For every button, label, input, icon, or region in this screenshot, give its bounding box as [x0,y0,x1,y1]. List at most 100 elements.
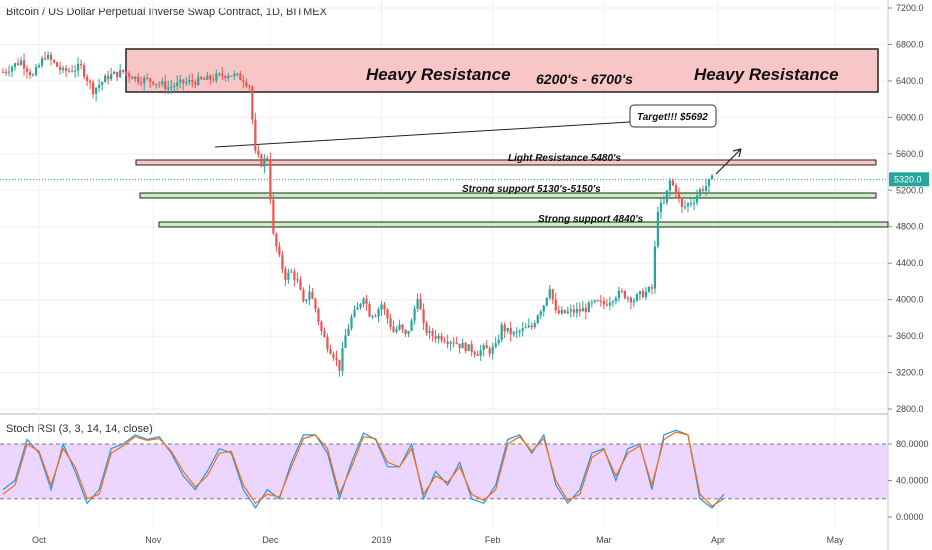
candle-body [137,76,140,83]
candle-body [437,335,440,339]
candle-body [302,289,305,302]
candle-body [209,75,212,80]
candle-body [185,81,188,84]
candle-body [16,63,20,65]
candle-body [176,82,179,87]
candle-body [587,302,590,313]
candle-body [350,316,353,329]
candle-body [55,62,59,67]
candle-body [326,337,329,350]
candle-body [611,301,614,303]
candle-body [383,304,386,310]
candle-body [407,331,410,334]
candle-body [161,81,164,84]
candle-body [629,297,632,303]
candle-body [431,330,434,336]
candle-body [626,297,629,299]
candle-body [131,76,134,80]
candle-body [602,300,605,305]
candle-body [485,345,488,349]
candle-body [89,80,92,83]
candle-body [395,329,398,332]
candle-body [52,60,56,63]
candle-body [413,308,416,321]
y-tick-label: 7200.0 [896,3,924,13]
candle-body [92,82,95,95]
x-tick-label: Nov [145,535,162,545]
candle-body [242,80,245,83]
candle-body [569,309,572,312]
candle-body [500,324,503,340]
candle-body [548,289,551,298]
candle-body [263,158,266,167]
candle-body [506,327,509,332]
candle-body [557,310,560,314]
candle-body [119,69,122,78]
rsi-tick-label: 80.0000 [896,439,929,449]
candle-body [338,359,341,371]
projection-arrow [715,148,742,175]
candle-body [539,311,542,316]
rsi-tick-label: 0.0000 [896,512,924,522]
x-tick-label: Feb [485,535,501,545]
candle-body [164,81,167,90]
candle-body [233,73,236,77]
y-tick-label: 3600.0 [896,331,924,341]
candle-body [230,75,233,77]
candle-body [341,347,344,371]
candle-body [482,345,485,351]
candle-body [290,271,293,273]
candle-body [293,271,296,280]
candle-body [4,71,8,73]
candle-body [476,354,479,356]
candle-body [356,307,359,310]
candle-body [13,63,17,68]
candle-body [710,175,714,179]
candle-body [689,203,693,205]
candle-body [443,340,446,342]
candle-body [61,68,65,70]
candle-body [218,73,221,75]
candle-body [488,348,491,354]
candle-body [518,331,521,333]
candle-body [608,302,611,306]
candle-body [22,60,26,69]
candle-body [434,335,437,339]
candle-body [158,83,161,85]
candle-body [551,289,554,300]
candle-body [215,73,218,81]
candle-body [467,344,470,351]
candle-body [260,154,263,167]
rsi-axis: 80.0000 40.0000 0.0000 [888,439,929,522]
candle-body [377,309,380,317]
candle-body [590,301,593,303]
candle-body [64,68,68,72]
strong-support-label-2: Strong support 4840's [538,214,644,225]
candle-body [77,64,80,71]
candle-body [227,75,230,78]
candle-body [173,86,176,88]
arrow-head-icon [732,148,742,158]
candle-body [299,279,302,290]
candle-body [1,71,5,73]
candle-body [332,353,335,358]
x-tick-label: May [827,535,845,545]
candle-body [25,68,29,72]
candle-body [428,330,431,333]
candle-body [635,294,638,301]
heavy-resistance-zone [125,48,879,93]
candle-body [674,185,678,194]
candle-body [254,119,257,151]
candle-body [446,341,449,344]
rsi-k-line [2,429,725,509]
x-tick-label: 2019 [372,535,392,545]
candle-body [344,335,347,348]
candle-body [49,54,53,61]
candle-body [542,305,545,312]
candle-body [647,287,651,292]
candle-body [545,297,548,306]
time-axis: OctNovDec2019FebMarAprMayJun [32,535,845,545]
candle-body [659,202,663,212]
candle-body [701,189,705,191]
